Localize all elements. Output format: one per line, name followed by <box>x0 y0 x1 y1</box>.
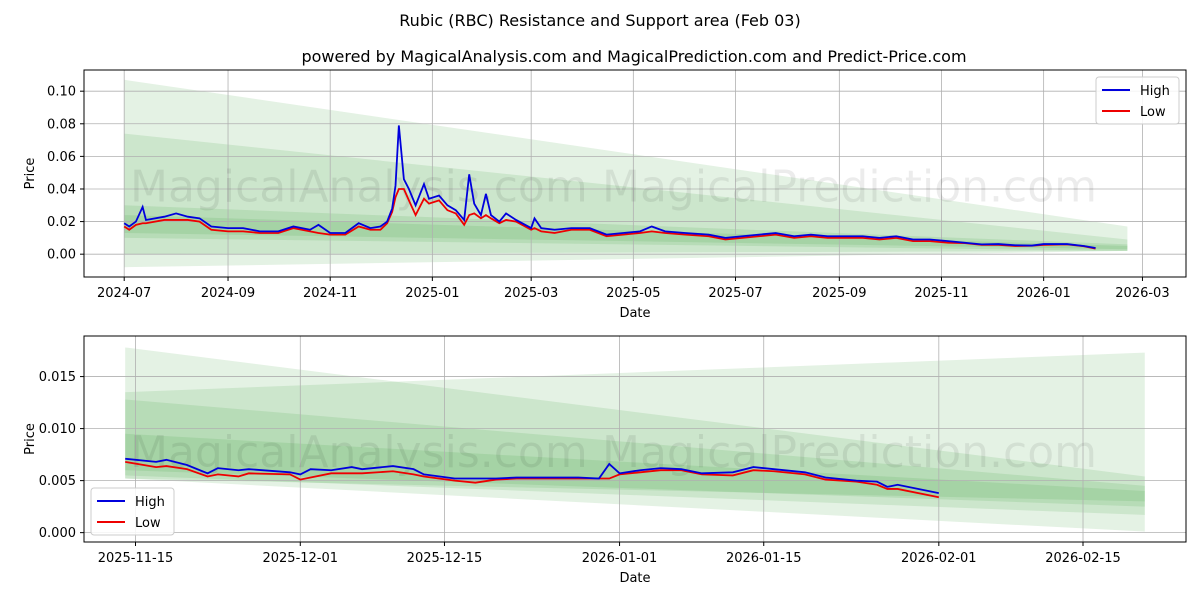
x-tick-label: 2026-02-15 <box>1045 551 1121 566</box>
x-tick-label: 2025-03 <box>504 286 558 301</box>
y-tick-label: 0.00 <box>47 248 76 263</box>
watermark: MagicalPrediction.com <box>602 162 1097 213</box>
y-tick-label: 0.000 <box>39 526 76 541</box>
x-tick-label: 2025-12-01 <box>262 551 338 566</box>
chart-subtitle: powered by MagicalAnalysis.com and Magic… <box>301 47 966 66</box>
x-tick-label: 2025-11 <box>914 286 968 301</box>
x-axis-label: Date <box>619 571 650 586</box>
x-tick-label: 2026-01-15 <box>726 551 802 566</box>
plot-area <box>84 70 1186 277</box>
x-tick-label: 2025-01 <box>405 286 459 301</box>
y-axis-label: Price <box>23 158 38 190</box>
x-tick-label: 2026-03 <box>1115 286 1169 301</box>
low-series-line <box>125 461 940 499</box>
top-chart: 2024-07 2024-09 2024-11 2025-01 2025-03 2025-… <box>23 69 1187 321</box>
high-series-line <box>123 125 1096 249</box>
y-tick-label: 0.06 <box>47 150 76 165</box>
x-tick-label: 2024-11 <box>303 286 357 301</box>
x-tick-label: 2025-11-15 <box>98 551 174 566</box>
support-resistance-band <box>124 133 1128 255</box>
y-tick-label: 0.02 <box>47 215 76 230</box>
x-tick-label: 2024-07 <box>97 286 151 301</box>
plot-area <box>84 336 1186 542</box>
bottom-chart: 2025-11-15 2025-12-01 2025-12-15 2026-01-01… <box>23 335 1187 586</box>
y-tick-label: 0.005 <box>39 474 76 489</box>
y-tick-label: 0.010 <box>39 422 76 437</box>
y-tick-label: 0.015 <box>39 370 76 385</box>
x-tick-label: 2025-09 <box>812 286 866 301</box>
watermark: MagicalAnalysis.com <box>130 427 588 478</box>
x-tick-label: 2024-09 <box>201 286 255 301</box>
chart-title: Rubic (RBC) Resistance and Support area … <box>399 11 800 30</box>
y-tick-label: 0.08 <box>47 117 76 132</box>
x-tick-label: 2025-05 <box>606 286 660 301</box>
legend-box <box>1095 76 1180 125</box>
x-tick-label: 2026-01-01 <box>582 551 658 566</box>
legend: High Low <box>1095 76 1180 125</box>
legend: High Low <box>90 487 175 536</box>
y-tick-label: 0.04 <box>47 182 76 197</box>
low-series-line <box>123 188 1096 250</box>
x-tick-label: 2026-01 <box>1016 286 1070 301</box>
support-resistance-band <box>124 79 1128 268</box>
x-tick-label: 2025-12-15 <box>407 551 483 566</box>
y-axis-label: Price <box>23 423 38 455</box>
plot-frame <box>83 335 1187 543</box>
legend-low-label: Low <box>1140 105 1166 120</box>
x-tick-label: 2026-02-01 <box>901 551 977 566</box>
x-axis-label: Date <box>619 306 650 321</box>
legend-box <box>90 487 175 536</box>
legend-high-label: High <box>1140 84 1170 99</box>
legend-high-label: High <box>135 495 165 510</box>
y-tick-label: 0.10 <box>47 85 76 100</box>
watermark: MagicalAnalysis.com <box>130 162 588 213</box>
high-series-line <box>125 457 940 494</box>
legend-low-label: Low <box>135 516 161 531</box>
plot-frame <box>83 69 1187 278</box>
x-tick-label: 2025-07 <box>708 286 762 301</box>
support-resistance-band <box>125 352 1145 502</box>
